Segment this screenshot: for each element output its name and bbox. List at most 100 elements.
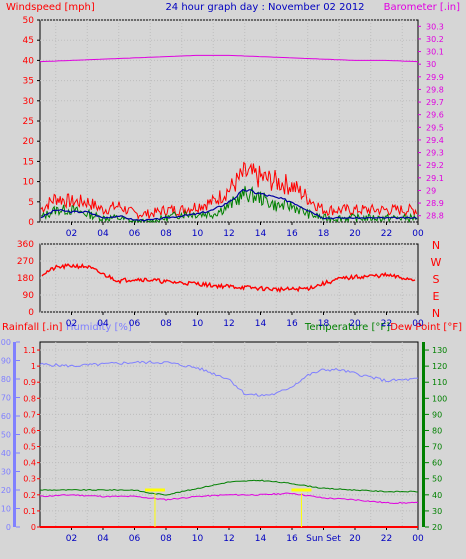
temperature-ytick-label: 90 [432,410,442,419]
baro-ytick-label: 29.1 [426,174,444,183]
wind-ytick-label: 35 [23,77,34,87]
baro-ytick-label: 29.5 [426,123,444,132]
baro-ytick-label: 28.8 [426,212,444,221]
climate-xtick-label: Sun Set [306,534,341,544]
direction-ytick-label: 270 [17,257,34,267]
baro-ytick-label: 30.2 [426,35,444,44]
wind-xtick-label: 14 [255,229,267,239]
baro-ytick-label: 30 [426,60,436,69]
temperature-ytick-label: 40 [432,491,442,500]
humidity-ytick-label: 60 [1,412,11,421]
baro-ytick-label: 29.3 [426,149,444,158]
temperature-axis-bar [422,342,425,527]
chart-title: 24 hour graph day : November 02 2012 [165,2,364,13]
rain-ytick-label: 0.1 [23,507,36,516]
temperature-ytick-label: 120 [432,362,447,371]
temperature-ytick-label: 30 [432,507,442,516]
barometer-series [39,54,419,63]
temperature-series [39,479,419,496]
wind-speed-series [40,185,417,224]
climate-xtick-label: 20 [349,534,361,544]
direction-xtick-label: 14 [255,319,267,329]
baro-ytick-label: 29.6 [426,111,444,120]
temperature-axis-label: Temperature [°F] [304,322,390,333]
direction-ytick-label: 360 [17,240,34,250]
direction-xtick-label: 16 [286,319,298,329]
temperature-ytick-label: 20 [432,523,442,532]
chart-layer: 0510152025303540455028.828.92929.129.229… [0,16,447,544]
rainfall-axis-label: Rainfall [.in] [2,322,63,333]
humidity-ytick-label: 20 [1,486,11,495]
climate-xtick-label: 06 [129,534,141,544]
wind-ytick-label: 45 [23,36,34,46]
wind-average-series [40,188,418,222]
humidity-ytick-label: 10 [1,505,11,514]
compass-label: N [432,239,440,252]
humidity-ytick-label: 50 [1,431,11,440]
wind-xtick-label: 10 [192,229,204,239]
rain-ytick-label: 0.6 [23,426,36,435]
baro-ytick-label: 29.8 [426,85,444,94]
direction-ytick-label: 0 [28,308,34,318]
temperature-ytick-label: 50 [432,475,442,484]
humidity-ytick-label: 80 [1,375,11,384]
wind-ytick-label: 30 [23,97,35,107]
rain-ytick-label: 0.8 [23,394,36,403]
direction-xtick-label: 22 [381,319,392,329]
baro-ytick-label: 29.4 [426,136,444,145]
wind-ytick-label: 5 [28,198,34,208]
wind-xtick-label: 04 [97,229,109,239]
compass-label: W [431,256,442,269]
humidity-ytick-label: 40 [1,449,11,458]
humidity-ytick-label: 100 [0,338,11,347]
baro-ytick-label: 29.2 [426,161,444,170]
rain-ytick-label: 0.2 [23,491,36,500]
wind-xtick-label: 06 [129,229,141,239]
baro-ytick-label: 28.9 [426,199,444,208]
wind-ytick-label: 20 [23,137,35,147]
temperature-ytick-label: 100 [432,394,447,403]
wind-ytick-label: 10 [23,178,35,188]
baro-ytick-label: 30.3 [426,22,444,31]
wind-direction-series [41,262,416,294]
temperature-ytick-label: 110 [432,378,447,387]
wind-xtick-label: 02 [66,229,77,239]
wind-ytick-label: 50 [23,16,35,26]
direction-xtick-label: 04 [97,319,109,329]
humidity-series [39,360,419,397]
rain-ytick-label: 1.1 [23,346,36,355]
direction-ytick-label: 180 [17,274,34,284]
direction-xtick-label: 02 [66,319,77,329]
rain-ytick-label: 0.4 [23,459,36,468]
climate-xtick-label: 16 [286,534,298,544]
direction-xtick-label: 08 [160,319,172,329]
dewpoint-series [39,492,419,505]
compass-label: S [433,273,440,286]
humidity-ytick-label: 90 [1,357,11,366]
barometer-axis-label: Barometer [.in] [384,2,460,13]
temperature-ytick-label: 60 [432,459,442,468]
humidity-axis-label: Humidity [%] [66,322,132,333]
wind-ytick-label: 25 [23,117,34,127]
wind-xtick-label: 00 [412,229,424,239]
direction-xtick-label: 20 [349,319,361,329]
climate-xtick-label: 02 [66,534,77,544]
compass-label: N [432,307,440,320]
climate-xtick-label: 00 [412,534,424,544]
rain-ytick-label: 1 [31,362,36,371]
dewpoint-axis-label: Dew Point [°F] [390,322,462,333]
wind-xtick-label: 12 [223,229,234,239]
baro-ytick-label: 29 [426,186,436,195]
humidity-axis-bar [13,342,16,527]
climate-xtick-label: 14 [255,534,267,544]
humidity-ytick-label: 0 [6,523,11,532]
rain-ytick-label: 0.3 [23,475,36,484]
baro-ytick-label: 29.7 [426,98,444,107]
climate-xtick-label: 08 [160,534,172,544]
direction-ytick-label: 90 [23,291,35,301]
rain-ytick-label: 0 [31,523,36,532]
wind-xtick-label: 16 [286,229,298,239]
temperature-ytick-label: 70 [432,443,442,452]
